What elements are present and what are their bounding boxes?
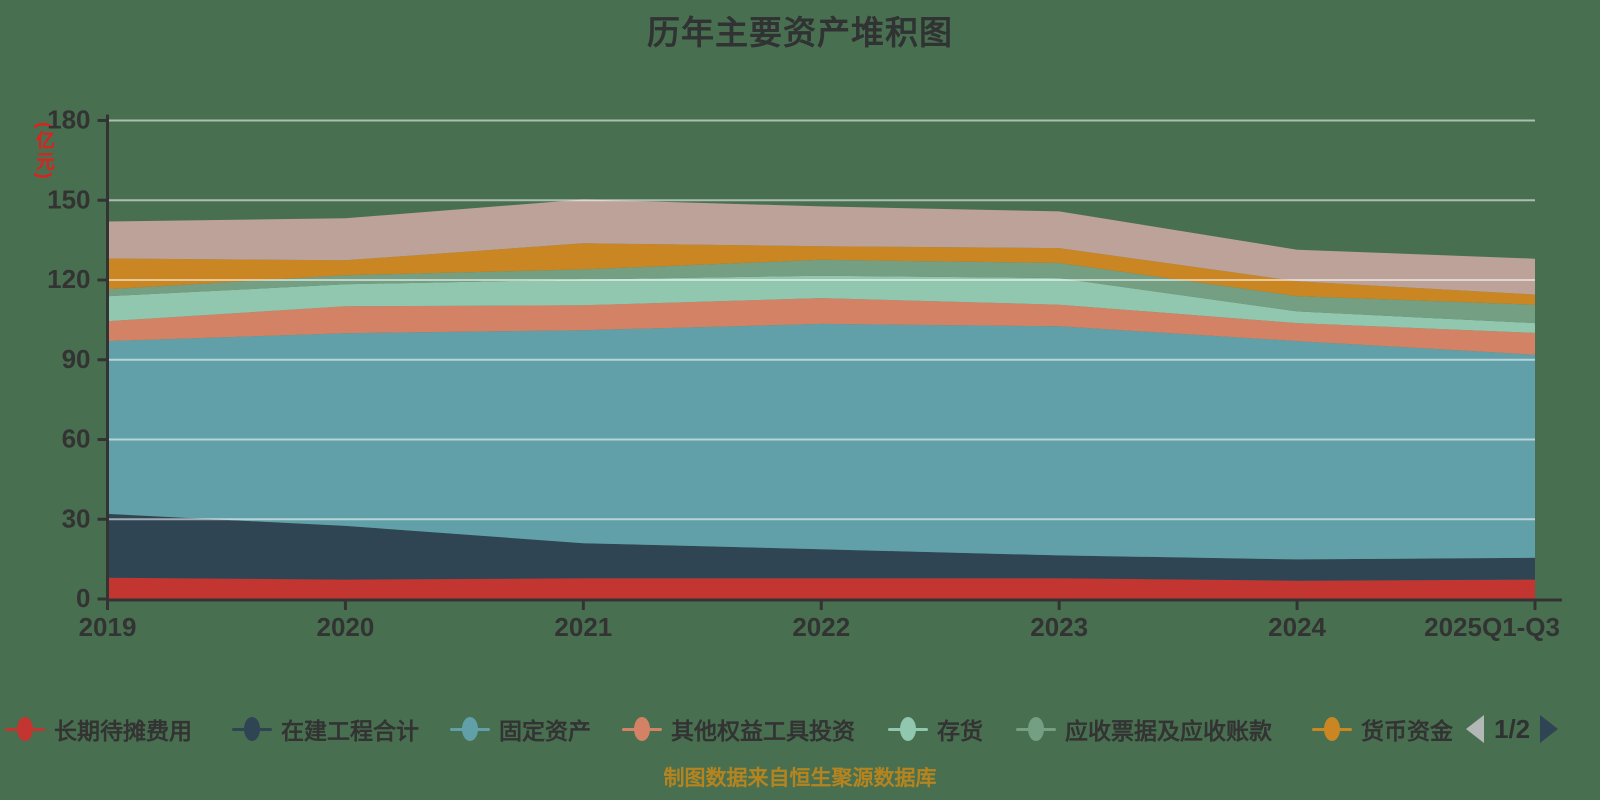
x-axis-label: 2021 bbox=[554, 612, 612, 642]
y-axis-label: 30 bbox=[62, 503, 91, 533]
legend-prev-page-icon[interactable] bbox=[1466, 715, 1484, 743]
y-axis-label: 150 bbox=[47, 184, 90, 214]
legend-item-其他权益工具投资[interactable]: 其他权益工具投资 bbox=[622, 708, 855, 750]
legend-marker-icon bbox=[1312, 716, 1352, 742]
legend-item-在建工程合计[interactable]: 在建工程合计 bbox=[232, 708, 419, 750]
x-axis-label: 2024 bbox=[1268, 612, 1326, 642]
x-axis-label: 2025Q1-Q3 bbox=[1424, 612, 1560, 642]
x-axis-label: 2022 bbox=[792, 612, 850, 642]
area-series-固定资产 bbox=[107, 323, 1535, 560]
area-series-存货 bbox=[107, 275, 1535, 333]
chart-legend: 1/2 长期待摊费用 在建工程合计 固定资产 其他权益工具投资 存货 应收票据及应收账款 货… bbox=[0, 708, 1600, 750]
legend-marker-icon bbox=[232, 716, 272, 742]
legend-item-label: 存货 bbox=[937, 718, 983, 744]
legend-pagination: 1/2 bbox=[1466, 708, 1559, 750]
legend-item-label: 长期待摊费用 bbox=[54, 718, 192, 744]
area-series-货币资金 bbox=[107, 243, 1535, 305]
y-axis-unit-label: (亿元) bbox=[33, 122, 54, 181]
legend-item-label: 固定资产 bbox=[499, 718, 591, 744]
legend-marker-icon bbox=[622, 716, 662, 742]
legend-item-label: 货币资金 bbox=[1361, 718, 1453, 744]
legend-marker-icon bbox=[888, 716, 928, 742]
legend-item-存货[interactable]: 存货 bbox=[888, 708, 983, 750]
area-series-unlabeled-7 bbox=[107, 199, 1535, 295]
y-axis-label: 60 bbox=[62, 424, 91, 454]
legend-item-固定资产[interactable]: 固定资产 bbox=[450, 708, 591, 750]
x-axis-label: 2019 bbox=[79, 612, 137, 642]
area-series-其他权益工具投资 bbox=[107, 298, 1535, 355]
data-source-note: 制图数据来自恒生聚源数据库 bbox=[663, 767, 937, 790]
x-axis-label: 2020 bbox=[316, 612, 374, 642]
legend-marker-icon bbox=[1016, 716, 1056, 742]
area-series-应收票据及应收账款 bbox=[107, 259, 1535, 324]
area-series-长期待摊费用 bbox=[107, 577, 1535, 599]
x-axis-label: 2023 bbox=[1030, 612, 1088, 642]
y-axis-label: 120 bbox=[47, 264, 90, 294]
legend-item-货币资金[interactable]: 货币资金 bbox=[1312, 708, 1453, 750]
y-axis-label: 90 bbox=[62, 344, 91, 374]
area-series-在建工程合计 bbox=[107, 513, 1535, 581]
y-axis-label: 180 bbox=[47, 105, 90, 135]
legend-item-label: 在建工程合计 bbox=[281, 718, 419, 744]
legend-item-label: 其他权益工具投资 bbox=[671, 718, 855, 744]
legend-item-应收票据及应收账款[interactable]: 应收票据及应收账款 bbox=[1016, 708, 1272, 750]
legend-next-page-icon[interactable] bbox=[1540, 715, 1559, 743]
legend-page-indicator: 1/2 bbox=[1494, 713, 1531, 744]
page-title: 历年主要资产堆积图 bbox=[647, 14, 953, 51]
legend-marker-icon bbox=[450, 716, 490, 742]
legend-marker-icon bbox=[5, 716, 45, 742]
y-axis-label: 0 bbox=[76, 583, 90, 613]
legend-item-长期待摊费用[interactable]: 长期待摊费用 bbox=[5, 708, 192, 750]
legend-item-label: 应收票据及应收账款 bbox=[1065, 718, 1272, 744]
